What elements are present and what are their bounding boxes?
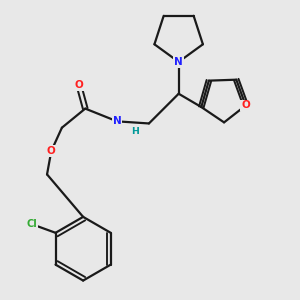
Text: O: O (74, 80, 83, 90)
Text: O: O (47, 146, 56, 156)
Text: Cl: Cl (27, 219, 38, 229)
Text: N: N (113, 116, 122, 126)
Text: O: O (241, 100, 250, 110)
Text: H: H (131, 128, 139, 136)
Text: N: N (174, 57, 183, 67)
